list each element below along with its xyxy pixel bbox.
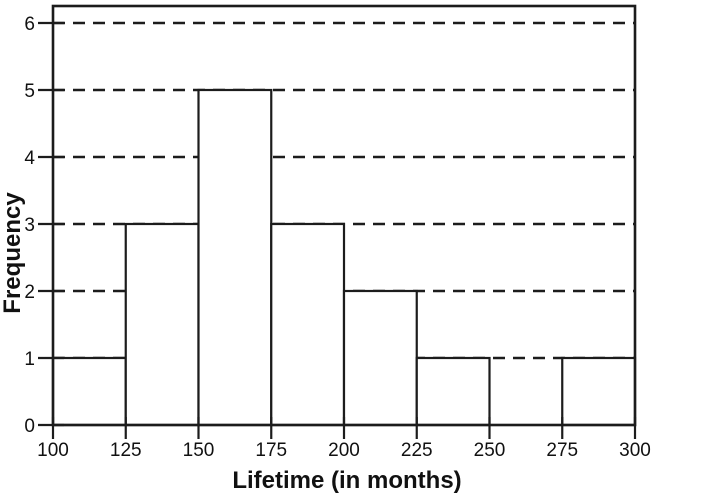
histogram-bar-225-250: [415, 356, 491, 427]
x-tick-label-225: 225: [401, 440, 433, 461]
x-axis-title: Lifetime (in months): [232, 467, 462, 494]
x-tick-label-100: 100: [37, 440, 69, 461]
y-tick-label-0: 0: [24, 416, 35, 437]
y-tick-label-5: 5: [24, 81, 35, 102]
x-tick-label-250: 250: [474, 440, 506, 461]
histogram-bar-125-150: [124, 222, 200, 427]
histogram-bar-100-125: [51, 356, 127, 427]
x-tick-label-175: 175: [255, 440, 287, 461]
x-tick-label-150: 150: [183, 440, 215, 461]
x-tick-label-125: 125: [110, 440, 142, 461]
x-tick-label-300: 300: [619, 440, 651, 461]
y-tick-label-6: 6: [24, 14, 35, 35]
y-tick-label-3: 3: [24, 215, 35, 236]
y-tick-label-2: 2: [24, 282, 35, 303]
histogram-bar-275-300: [561, 356, 637, 427]
y-tick-label-4: 4: [24, 148, 35, 169]
histogram-bar-175-200: [270, 222, 346, 427]
x-tick-label-275: 275: [546, 440, 578, 461]
y-axis-title: Frequency: [0, 192, 26, 314]
x-tick-label-200: 200: [328, 440, 360, 461]
y-tick-label-1: 1: [24, 349, 35, 370]
histogram-bar-200-225: [342, 289, 418, 427]
histogram-bar-150-175: [197, 88, 273, 427]
